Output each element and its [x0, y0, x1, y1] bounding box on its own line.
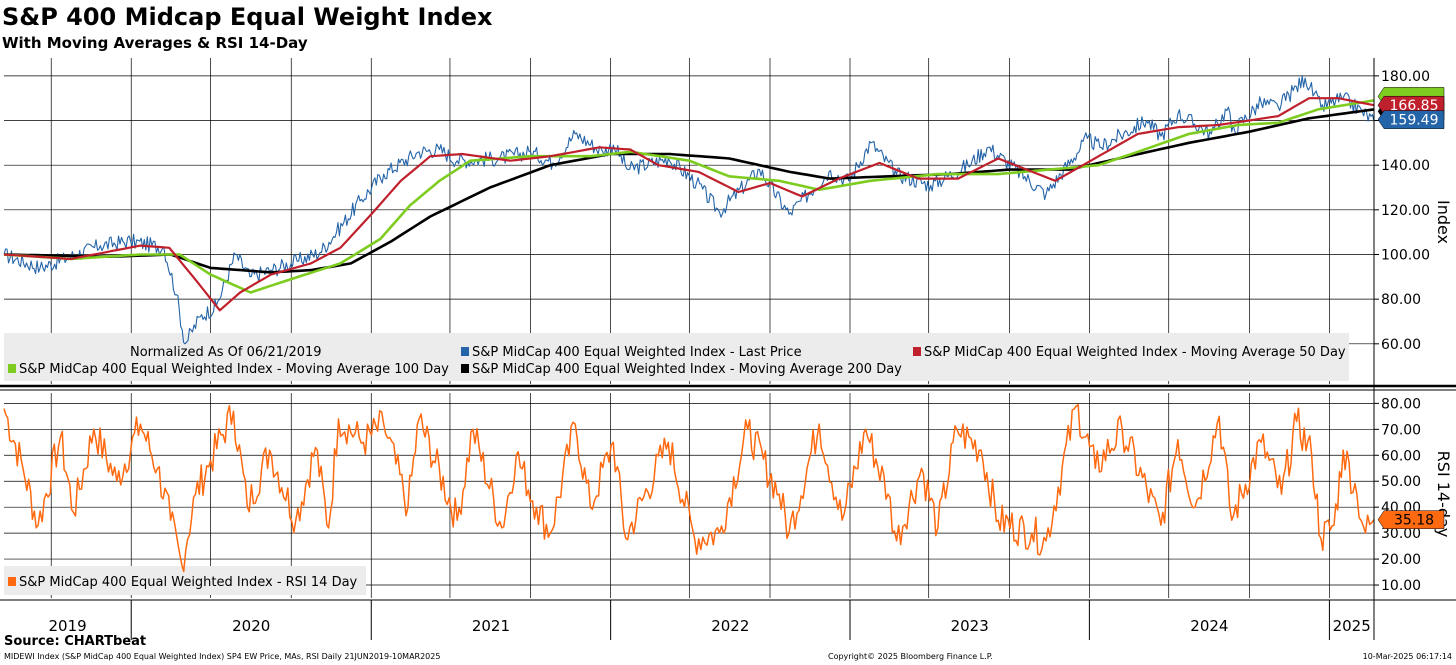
price-ytick-label: 100.00 [1381, 247, 1430, 263]
price-ytick-label: 80.00 [1381, 292, 1421, 308]
x-year-label: 2024 [1190, 617, 1228, 635]
footer-copyright: Copyright© 2025 Bloomberg Finance L.P. [828, 652, 993, 661]
footer-description: MIDEWI Index (S&P MidCap 400 Equal Weigh… [4, 652, 441, 661]
legend-backgrounds [4, 333, 1349, 595]
legend-label: S&P MidCap 400 Equal Weighted Index - Mo… [19, 362, 449, 377]
x-year-label: 2023 [951, 617, 989, 635]
x-year-label: 2022 [711, 617, 749, 635]
last-price-end-label-bg [1377, 110, 1445, 129]
rsi-end-label: 35.18 [1394, 513, 1434, 529]
footer-timestamp: 10-Mar-2025 06:17:14 [1362, 652, 1452, 661]
rsi-end-label-bg [1377, 510, 1445, 529]
rsi-ytick-label: 80.00 [1381, 396, 1421, 412]
legend-swatch [913, 347, 921, 356]
panel-frames [0, 58, 1456, 640]
x-year-label: 2025 [1333, 617, 1371, 635]
price-legend-background [4, 333, 1349, 381]
source-label: Source: CHARTbeat [4, 634, 147, 649]
chart-title: S&P 400 Midcap Equal Weight Index [2, 3, 493, 31]
series-ma100-line [3, 99, 1375, 294]
legend-label: S&P MidCap 400 Equal Weighted Index - Mo… [472, 362, 902, 377]
series-last-price-line [3, 75, 1375, 345]
price-panel-grid [4, 58, 1374, 384]
legends: Normalized As Of 06/21/2019 S&P MidCap 40… [8, 345, 1346, 590]
legend-label: S&P MidCap 400 Equal Weighted Index - La… [472, 345, 802, 360]
ma50-end-label: 166.85 [1390, 98, 1439, 114]
series-lines [3, 75, 1375, 573]
last-price-end-label: 159.49 [1390, 113, 1439, 129]
rsi-ytick-label: 10.00 [1381, 578, 1421, 594]
legend-label-rsi: S&P MidCap 400 Equal Weighted Index - RS… [19, 575, 358, 590]
rsi-ytick-label: 70.00 [1381, 422, 1421, 438]
rsi-ytick-label: 20.00 [1381, 552, 1421, 568]
x-year-label: 2020 [232, 617, 270, 635]
legend-swatch-rsi [8, 577, 16, 586]
normalization-note: Normalized As Of 06/21/2019 [130, 345, 322, 360]
series-ma50-line [3, 97, 1375, 312]
price-ytick-label: 180.00 [1381, 69, 1430, 85]
legend-swatch [8, 364, 16, 373]
axis-labels: 180.00160.00140.00120.00100.0080.0060.00… [49, 69, 1453, 640]
series-rsi-line [3, 404, 1375, 573]
chart-subtitle: With Moving Averages & RSI 14-Day [2, 34, 308, 52]
price-ytick-label: 120.00 [1381, 203, 1430, 219]
legend-swatch [461, 364, 469, 373]
x-year-label: 2019 [49, 617, 87, 635]
x-year-label: 2021 [472, 617, 510, 635]
price-ytick-label: 60.00 [1381, 337, 1421, 353]
legend-swatch [461, 347, 469, 356]
price-ytick-label: 140.00 [1381, 158, 1430, 174]
price-axis-title: Index [1434, 200, 1453, 244]
legend-label: S&P MidCap 400 Equal Weighted Index - Mo… [924, 345, 1346, 360]
rsi-legend-background [4, 566, 366, 595]
rsi-ytick-label: 30.00 [1381, 526, 1421, 542]
series-ma200-line [3, 108, 1375, 274]
rsi-ytick-label: 50.00 [1381, 474, 1421, 490]
rsi-ytick-label: 60.00 [1381, 448, 1421, 464]
